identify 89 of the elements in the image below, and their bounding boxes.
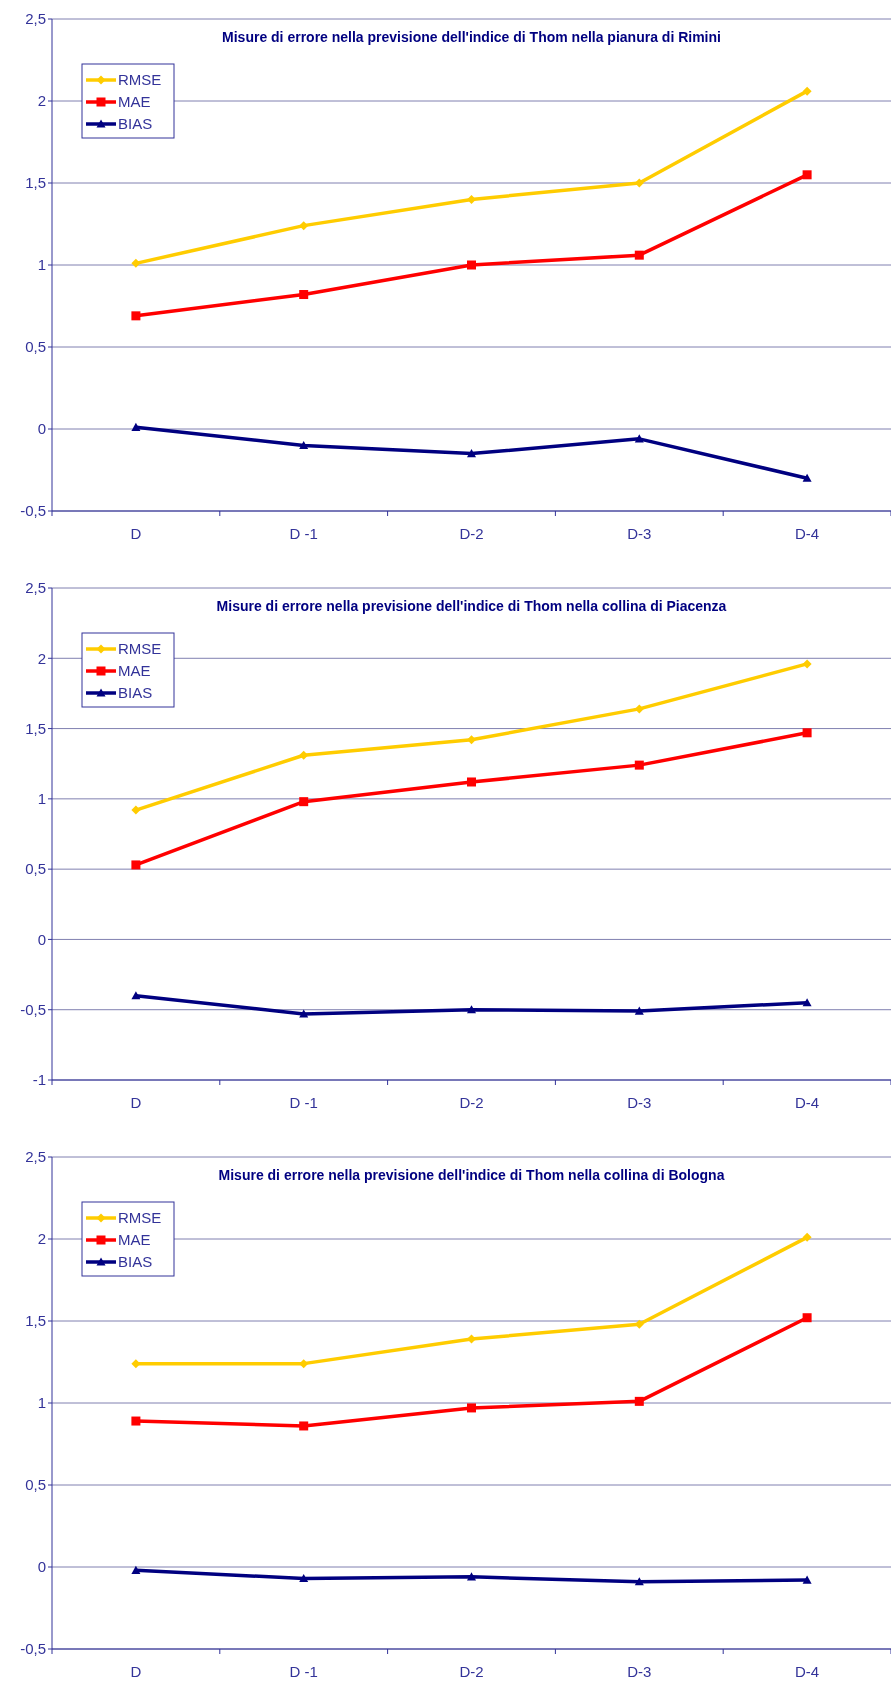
legend-label: MAE	[118, 662, 151, 680]
y-tick-label: 0,5	[25, 338, 46, 356]
y-tick-label: 0	[37, 930, 46, 948]
y-tick-label: -1	[32, 1071, 46, 1089]
legend-label: MAE	[118, 1231, 151, 1249]
y-tick-label: 1,5	[25, 719, 46, 737]
y-tick-label: -0,5	[20, 1640, 46, 1658]
y-tick-label: 1,5	[25, 1312, 46, 1330]
point	[131, 258, 141, 268]
y-tick-label: 1	[37, 1394, 46, 1412]
point	[802, 1313, 812, 1323]
point	[131, 311, 141, 321]
y-tick-label: 1	[37, 256, 46, 274]
point	[131, 860, 141, 870]
point	[802, 170, 812, 180]
y-tick-label: 1	[37, 790, 46, 808]
y-tick-label: 2,5	[25, 10, 46, 28]
point	[131, 1416, 141, 1426]
x-tick-label: D-4	[795, 1663, 820, 1680]
x-tick-label: D-2	[459, 525, 484, 542]
point	[467, 1403, 476, 1413]
point	[131, 422, 141, 431]
x-tick-label: D -1	[289, 1094, 318, 1111]
point	[802, 473, 812, 482]
point	[634, 760, 644, 770]
point	[131, 805, 141, 815]
y-tick-label: 0	[37, 420, 46, 438]
legend-label: BIAS	[118, 684, 153, 702]
point	[299, 1573, 309, 1583]
point	[467, 449, 476, 458]
point	[467, 1334, 476, 1344]
text: Misure di errore nella previsione dell'indice di Thom nella pianura di Rimini	[222, 29, 721, 45]
point	[299, 290, 309, 300]
point	[634, 1396, 644, 1406]
point	[299, 1009, 309, 1018]
point	[467, 777, 476, 787]
text: Misure di errore nella previsione dell'indice di Thom nella collina di Bologna	[218, 1167, 725, 1183]
y-tick-label: 0	[37, 1558, 46, 1576]
legend-label: BIAS	[118, 115, 153, 133]
point	[299, 1359, 309, 1369]
point	[299, 750, 309, 760]
point	[131, 1565, 141, 1574]
x-tick-label: D	[130, 525, 142, 542]
y-tick-label: 0,5	[25, 860, 46, 878]
x-tick-label: D -1	[289, 525, 318, 542]
point	[802, 728, 812, 738]
x-tick-label: D-4	[795, 525, 820, 542]
point	[467, 194, 476, 204]
point	[634, 250, 644, 260]
x-tick-label: D-4	[795, 1094, 820, 1111]
point	[467, 260, 476, 270]
x-tick-label: D-2	[459, 1094, 484, 1111]
x-tick-label: D -1	[289, 1663, 318, 1680]
point	[802, 1232, 812, 1242]
y-tick-label: 2	[37, 1230, 46, 1248]
y-tick-label: 2	[37, 649, 46, 667]
y-tick-label: 0,5	[25, 1476, 46, 1494]
point	[634, 1577, 644, 1586]
x-tick-label: D-3	[627, 1094, 652, 1111]
point	[299, 221, 309, 231]
point	[802, 1575, 812, 1584]
point	[634, 1006, 644, 1015]
y-tick-label: -0,5	[20, 502, 46, 520]
point	[299, 440, 309, 449]
x-tick-label: D-3	[627, 1663, 652, 1680]
x-tick-label: D	[130, 1663, 142, 1680]
legend-label: RMSE	[118, 640, 162, 658]
legend-label: MAE	[118, 93, 151, 111]
point	[802, 998, 812, 1007]
point	[467, 735, 476, 745]
point	[299, 797, 309, 807]
y-tick-label: 2,5	[25, 1148, 46, 1166]
y-tick-label: -0,5	[20, 1000, 46, 1018]
legend-label: RMSE	[118, 71, 162, 89]
legend-label: BIAS	[118, 1253, 153, 1271]
x-tick-label: D-3	[627, 525, 652, 542]
point	[299, 1421, 309, 1431]
y-tick-label: 2	[37, 92, 46, 110]
text: Misure di errore nella previsione dell'indice di Thom nella collina di Piacenza	[216, 598, 727, 614]
point	[634, 434, 644, 443]
legend-label: RMSE	[118, 1209, 162, 1227]
point	[467, 1005, 476, 1014]
point	[802, 86, 812, 96]
x-tick-label: D-2	[459, 1663, 484, 1680]
point	[802, 659, 812, 669]
y-tick-label: 2,5	[25, 579, 46, 597]
x-tick-label: D	[130, 1094, 142, 1111]
point	[131, 991, 141, 1000]
y-tick-label: 1,5	[25, 174, 46, 192]
